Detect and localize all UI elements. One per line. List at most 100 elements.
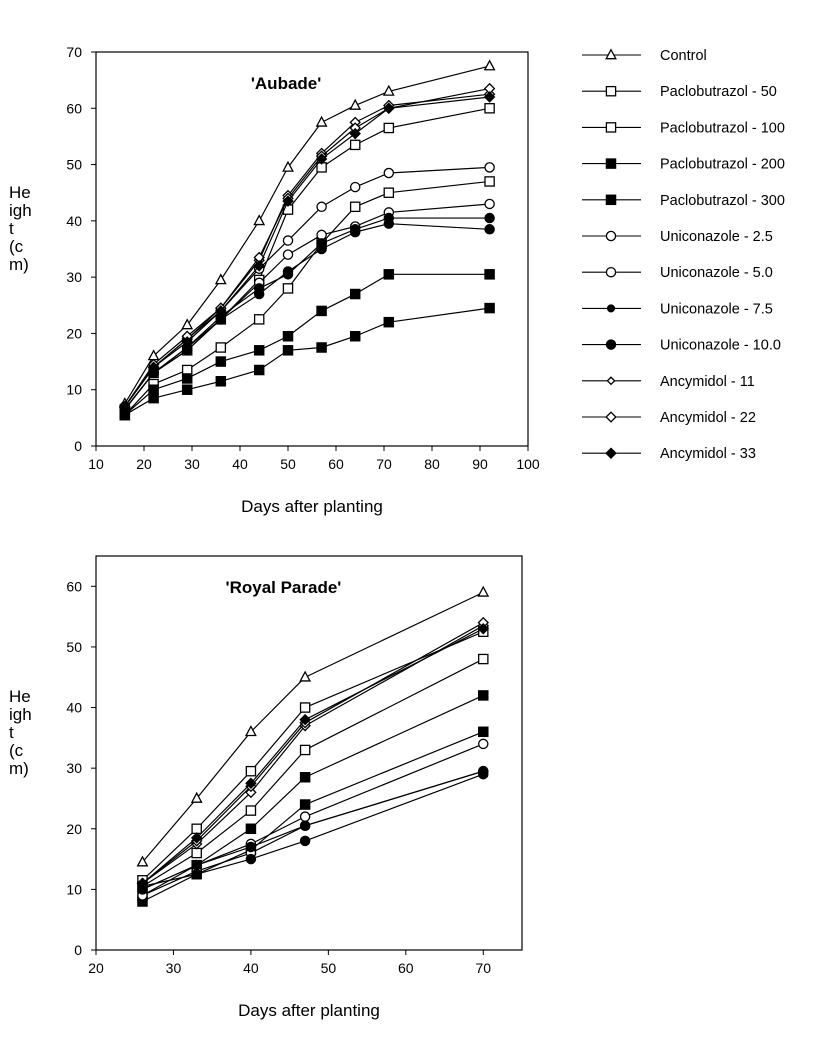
aubade-y-tick-label: 40	[66, 213, 82, 229]
royal-parade-data-point	[190, 791, 203, 803]
royal-parade-x-tick-label: 40	[243, 960, 259, 976]
aubade-series-paclobutrazol-200	[119, 269, 495, 421]
aubade-data-point	[349, 224, 361, 235]
aubade-data-point	[282, 235, 294, 246]
legend-marker	[605, 158, 617, 169]
aubade-data-point	[181, 336, 193, 348]
aubade-y-tick-label: 0	[74, 438, 82, 454]
royal-parade-data-point	[299, 702, 311, 713]
royal-parade-series-line	[142, 591, 484, 863]
aubade-data-point	[253, 214, 266, 226]
royal-parade-y-axis-title-line: igh	[9, 705, 32, 724]
legend-label: Uniconazole - 5.0	[660, 265, 773, 281]
aubade-y-axis-title-line: m)	[9, 255, 29, 274]
legend: Control Paclobutrazol - 50 Paclobutrazol -…	[582, 48, 785, 462]
aubade-data-point	[349, 127, 361, 140]
legend-item-uniconazole-5-0: Uniconazole - 5.0	[582, 265, 773, 281]
royal-parade-plot-frame	[95, 555, 523, 951]
legend-item-paclobutrazol-100: Paclobutrazol - 100	[582, 120, 785, 136]
aubade-data-point	[119, 400, 131, 413]
aubade-data-point	[282, 330, 294, 342]
royal-parade-series-uniconazole-2-5	[137, 738, 489, 895]
aubade-data-point	[484, 162, 495, 173]
royal-parade-y-tick-label: 30	[66, 760, 82, 776]
royal-parade-data-point	[478, 768, 489, 780]
aubade-x-tick-label: 20	[136, 456, 152, 472]
aubade-data-point	[316, 201, 327, 213]
aubade-y-tick-label: 30	[66, 269, 82, 285]
aubade-series-line	[124, 223, 490, 410]
aubade-x-tick-label: 30	[184, 456, 200, 472]
aubade-data-point	[484, 302, 495, 314]
aubade-y-tick-label: 20	[66, 325, 82, 341]
aubade-y-axis-title-line: He	[9, 183, 31, 202]
royal-parade-y-tick-label: 50	[66, 639, 82, 655]
royal-parade-series-ancymidol-33	[136, 622, 490, 890]
royal-parade-data-point	[191, 868, 202, 880]
royal-parade-y-tick-label: 60	[66, 578, 82, 594]
royal-parade-data-point	[478, 738, 489, 750]
aubade-data-point	[147, 361, 160, 373]
legend-item-control: Control	[582, 48, 707, 64]
royal-parade-series-uniconazole-7-5	[137, 765, 489, 895]
aubade-x-tick-label: 60	[328, 456, 344, 472]
royal-parade-data-point	[299, 670, 312, 682]
aubade-data-point	[383, 269, 395, 280]
royal-parade-data-point	[478, 690, 489, 701]
royal-parade-data-point	[191, 823, 202, 835]
royal-parade-data-point	[136, 877, 149, 890]
legend-label: Paclobutrazol - 200	[660, 157, 785, 173]
aubade-data-point	[181, 318, 194, 330]
aubade-series-line	[124, 307, 490, 416]
aubade-data-point	[253, 283, 265, 294]
aubade-data-point	[382, 84, 395, 96]
aubade-y-tick-label: 50	[66, 157, 82, 173]
aubade-data-point	[349, 330, 361, 342]
royal-parade-x-tick-label: 70	[475, 960, 491, 976]
royal-parade-title: 'Royal Parade'	[226, 578, 342, 597]
royal-parade-data-point	[299, 799, 311, 810]
legend-label: Paclobutrazol - 300	[660, 193, 785, 209]
legend-item-ancymidol-22: Ancymidol - 22	[582, 410, 756, 426]
royal-parade-data-point	[299, 820, 311, 831]
legend-marker	[605, 411, 617, 423]
legend-label: Ancymidol - 11	[660, 374, 755, 390]
aubade-series-uniconazole-7-5	[119, 218, 495, 415]
aubade-data-point	[253, 260, 265, 272]
aubade-x-tick-label: 70	[376, 456, 392, 472]
royal-parade-y-tick-label: 10	[66, 881, 82, 897]
legend-item-paclobutrazol-50: Paclobutrazol - 50	[582, 84, 777, 100]
aubade-y-tick-label: 60	[66, 100, 82, 116]
aubade-series-line	[124, 166, 490, 407]
aubade-data-point	[316, 305, 327, 317]
legend-marker	[605, 122, 617, 133]
aubade-data-point	[349, 139, 361, 151]
royal-parade-series-uniconazole-10-0	[137, 768, 489, 892]
aubade-data-point	[316, 238, 327, 249]
royal-parade-data-point	[244, 725, 257, 737]
aubade-x-tick-label: 40	[232, 456, 248, 472]
aubade-data-point	[282, 345, 294, 356]
aubade-series-paclobutrazol-300	[119, 302, 495, 421]
aubade-data-point	[483, 91, 496, 103]
aubade-data-point	[383, 187, 395, 198]
royal-parade-y-axis-title-line: (c	[9, 741, 24, 760]
legend-item-paclobutrazol-200: Paclobutrazol - 200	[582, 157, 785, 173]
aubade-plot-frame	[95, 51, 529, 447]
legend-marker	[605, 194, 617, 206]
aubade-series-line	[124, 203, 490, 410]
legend-item-uniconazole-10-0: Uniconazole - 10.0	[582, 338, 781, 354]
royal-parade-x-tick-label: 50	[321, 960, 337, 976]
royal-parade-data-point	[245, 786, 257, 799]
aubade-title: 'Aubade'	[251, 74, 321, 93]
royal-parade-data-point	[191, 859, 202, 871]
royal-parade-x-tick-label: 20	[88, 960, 104, 976]
legend-label: Paclobutrazol - 100	[660, 120, 785, 136]
aubade-series-line	[124, 87, 490, 407]
aubade-data-point	[349, 181, 361, 193]
aubade-data-point	[383, 122, 395, 134]
legend-marker	[605, 48, 617, 60]
aubade-x-tick-label: 100	[516, 456, 540, 472]
aubade-series-paclobutrazol-100	[119, 176, 495, 421]
royal-parade-y-axis-title-line: m)	[9, 759, 29, 778]
